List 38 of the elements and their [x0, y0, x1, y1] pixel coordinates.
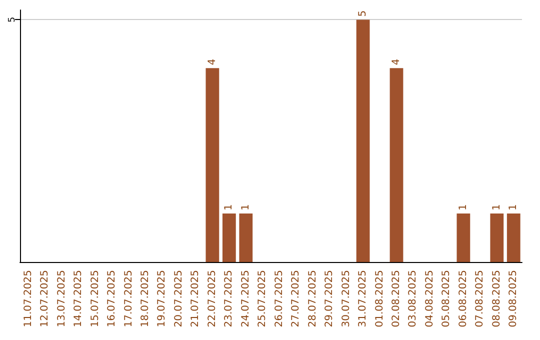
data-label: 1	[508, 204, 520, 211]
x-tick-label: 01.08.2025	[374, 270, 386, 328]
x-tick-label: 31.07.2025	[358, 270, 369, 328]
x-tick-label: 12.07.2025	[40, 270, 51, 328]
x-tick-label: 16.07.2025	[106, 270, 118, 328]
x-tick-label: 06.08.2025	[458, 270, 469, 328]
x-tick-label: 17.07.2025	[123, 270, 134, 328]
x-tick-label: 27.07.2025	[290, 270, 302, 328]
x-tick-label: 09.08.2025	[508, 270, 520, 328]
x-tick-label: 14.07.2025	[73, 270, 84, 328]
x-tick-label: 22.07.2025	[206, 270, 218, 328]
x-tick-label: 07.08.2025	[474, 270, 486, 328]
data-label: 1	[240, 204, 252, 211]
x-tick-label: 23.07.2025	[224, 270, 235, 328]
x-tick-label: 11.07.2025	[22, 270, 34, 328]
data-label: 1	[458, 204, 469, 211]
x-tick-label: 08.08.2025	[491, 270, 502, 328]
x-tick-label: 13.07.2025	[56, 270, 68, 328]
x-tick-label: 26.07.2025	[274, 270, 285, 328]
x-tick-label: 21.07.2025	[190, 270, 202, 328]
x-tick-label: 05.08.2025	[441, 270, 452, 328]
x-tick-label: 25.07.2025	[257, 270, 268, 328]
x-tick-label: 30.07.2025	[340, 270, 352, 328]
data-label: 1	[491, 204, 502, 211]
x-tick-label: 19.07.2025	[156, 270, 168, 328]
x-tick-label: 29.07.2025	[324, 270, 336, 328]
data-label: 1	[224, 204, 235, 211]
x-tick-label: 03.08.2025	[408, 270, 419, 328]
data-label: 5	[358, 10, 369, 17]
x-tick-label: 15.07.2025	[90, 270, 101, 328]
x-tick-label: 18.07.2025	[140, 270, 151, 328]
data-label: 4	[206, 58, 218, 66]
x-tick-label: 28.07.2025	[307, 270, 318, 328]
x-tick-label: 02.08.2025	[391, 270, 402, 328]
x-tick-label: 20.07.2025	[173, 270, 184, 328]
x-tick-label: 24.07.2025	[240, 270, 252, 328]
x-tick-label: 04.08.2025	[424, 270, 436, 328]
data-label: 4	[391, 58, 402, 66]
